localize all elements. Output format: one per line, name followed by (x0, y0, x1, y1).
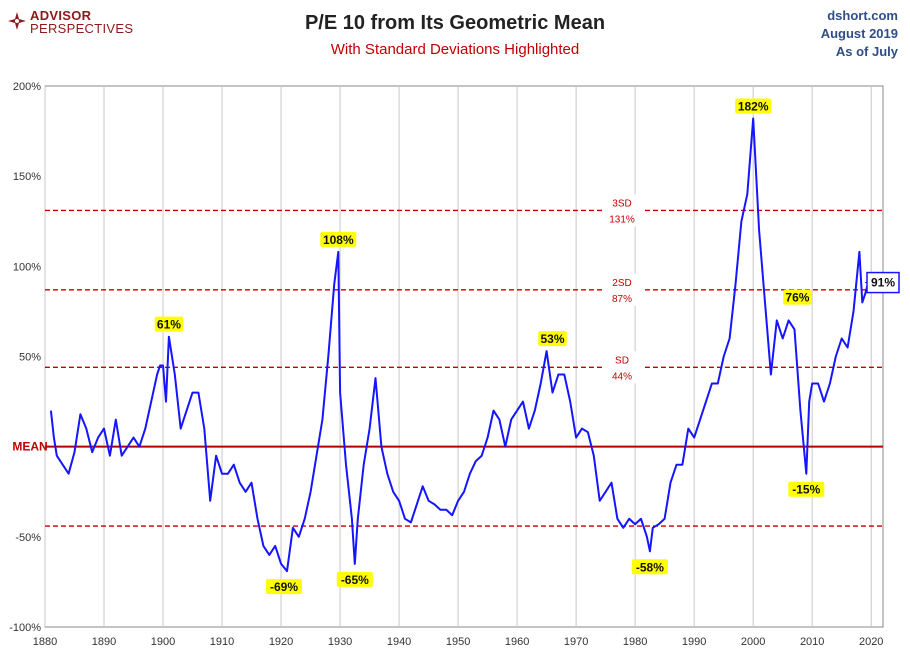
x-tick-label: 1920 (269, 636, 293, 648)
y-tick-label: -100% (9, 622, 41, 634)
y-tick-label: 200% (13, 81, 41, 93)
x-tick-label: 2000 (741, 636, 765, 648)
x-tick-label: 1960 (505, 636, 529, 648)
logo-text-bottom: PERSPECTIVES (30, 21, 134, 36)
chart-subtitle: With Standard Deviations Highlighted (330, 41, 580, 58)
source-label: dshort.com (827, 8, 898, 23)
sd-value-label: 44% (612, 371, 632, 382)
annotation-label: 53% (541, 332, 565, 346)
sd-value-label: 87% (612, 294, 632, 305)
x-tick-label: 1980 (623, 636, 647, 648)
chart-title: P/E 10 from Its Geometric Mean (304, 12, 606, 34)
sd-label-background (602, 273, 642, 306)
x-tick-label: 1910 (210, 636, 234, 648)
x-tick-label: 1880 (33, 636, 57, 648)
annotation-highlight (788, 481, 825, 497)
compass-star-icon (8, 12, 26, 30)
mean-label: MEAN (12, 440, 47, 454)
x-tick-label: 1970 (564, 636, 588, 648)
annotation-label: -69% (270, 580, 298, 594)
x-tick-label: 2010 (800, 636, 824, 648)
annotation-label: -58% (636, 560, 664, 574)
x-tick-label: 2020 (859, 636, 883, 648)
annotation-highlight (783, 289, 812, 305)
annotation-highlight (266, 579, 303, 595)
sd-label-background (602, 351, 642, 384)
date-label: August 2019 (820, 26, 898, 41)
pe10-deviation-line (49, 117, 870, 573)
annotation-label: 61% (157, 318, 181, 332)
y-tick-label: 150% (13, 171, 41, 183)
current-value-box (866, 271, 900, 294)
y-tick-label: 100% (13, 261, 41, 273)
annotation-label: -15% (792, 483, 820, 497)
annotation-highlight (631, 559, 668, 575)
x-tick-label: 1940 (387, 636, 411, 648)
sd-label: SD (615, 355, 629, 366)
annotation-label: 108% (323, 233, 354, 247)
annotation-highlight (320, 231, 357, 247)
current-value-label: 91% (871, 276, 895, 290)
sd-value-label: 131% (609, 214, 635, 225)
sd-label-background (602, 194, 642, 227)
advisor-perspectives-logo: ADVISOR PERSPECTIVES (8, 8, 138, 38)
annotation-highlight (336, 571, 373, 587)
x-tick-label: 1990 (682, 636, 706, 648)
annotation-highlight (538, 331, 567, 347)
x-tick-label: 1900 (151, 636, 175, 648)
x-tick-label: 1930 (328, 636, 352, 648)
x-tick-label: 1890 (92, 636, 116, 648)
annotation-highlight (735, 98, 772, 114)
y-tick-label: -50% (15, 532, 41, 544)
annotation-label: -65% (341, 573, 369, 587)
annotation-label: 76% (785, 291, 809, 305)
annotation-label: 182% (738, 99, 769, 113)
y-tick-label: 50% (19, 352, 41, 364)
logo-text-top: ADVISOR (30, 8, 92, 23)
sd-label: 2SD (612, 278, 631, 289)
sd-label: 3SD (612, 198, 631, 209)
as-of-label: As of July (835, 44, 898, 59)
plot-frame (44, 85, 884, 628)
x-tick-label: 1950 (446, 636, 470, 648)
annotation-highlight (154, 316, 184, 332)
